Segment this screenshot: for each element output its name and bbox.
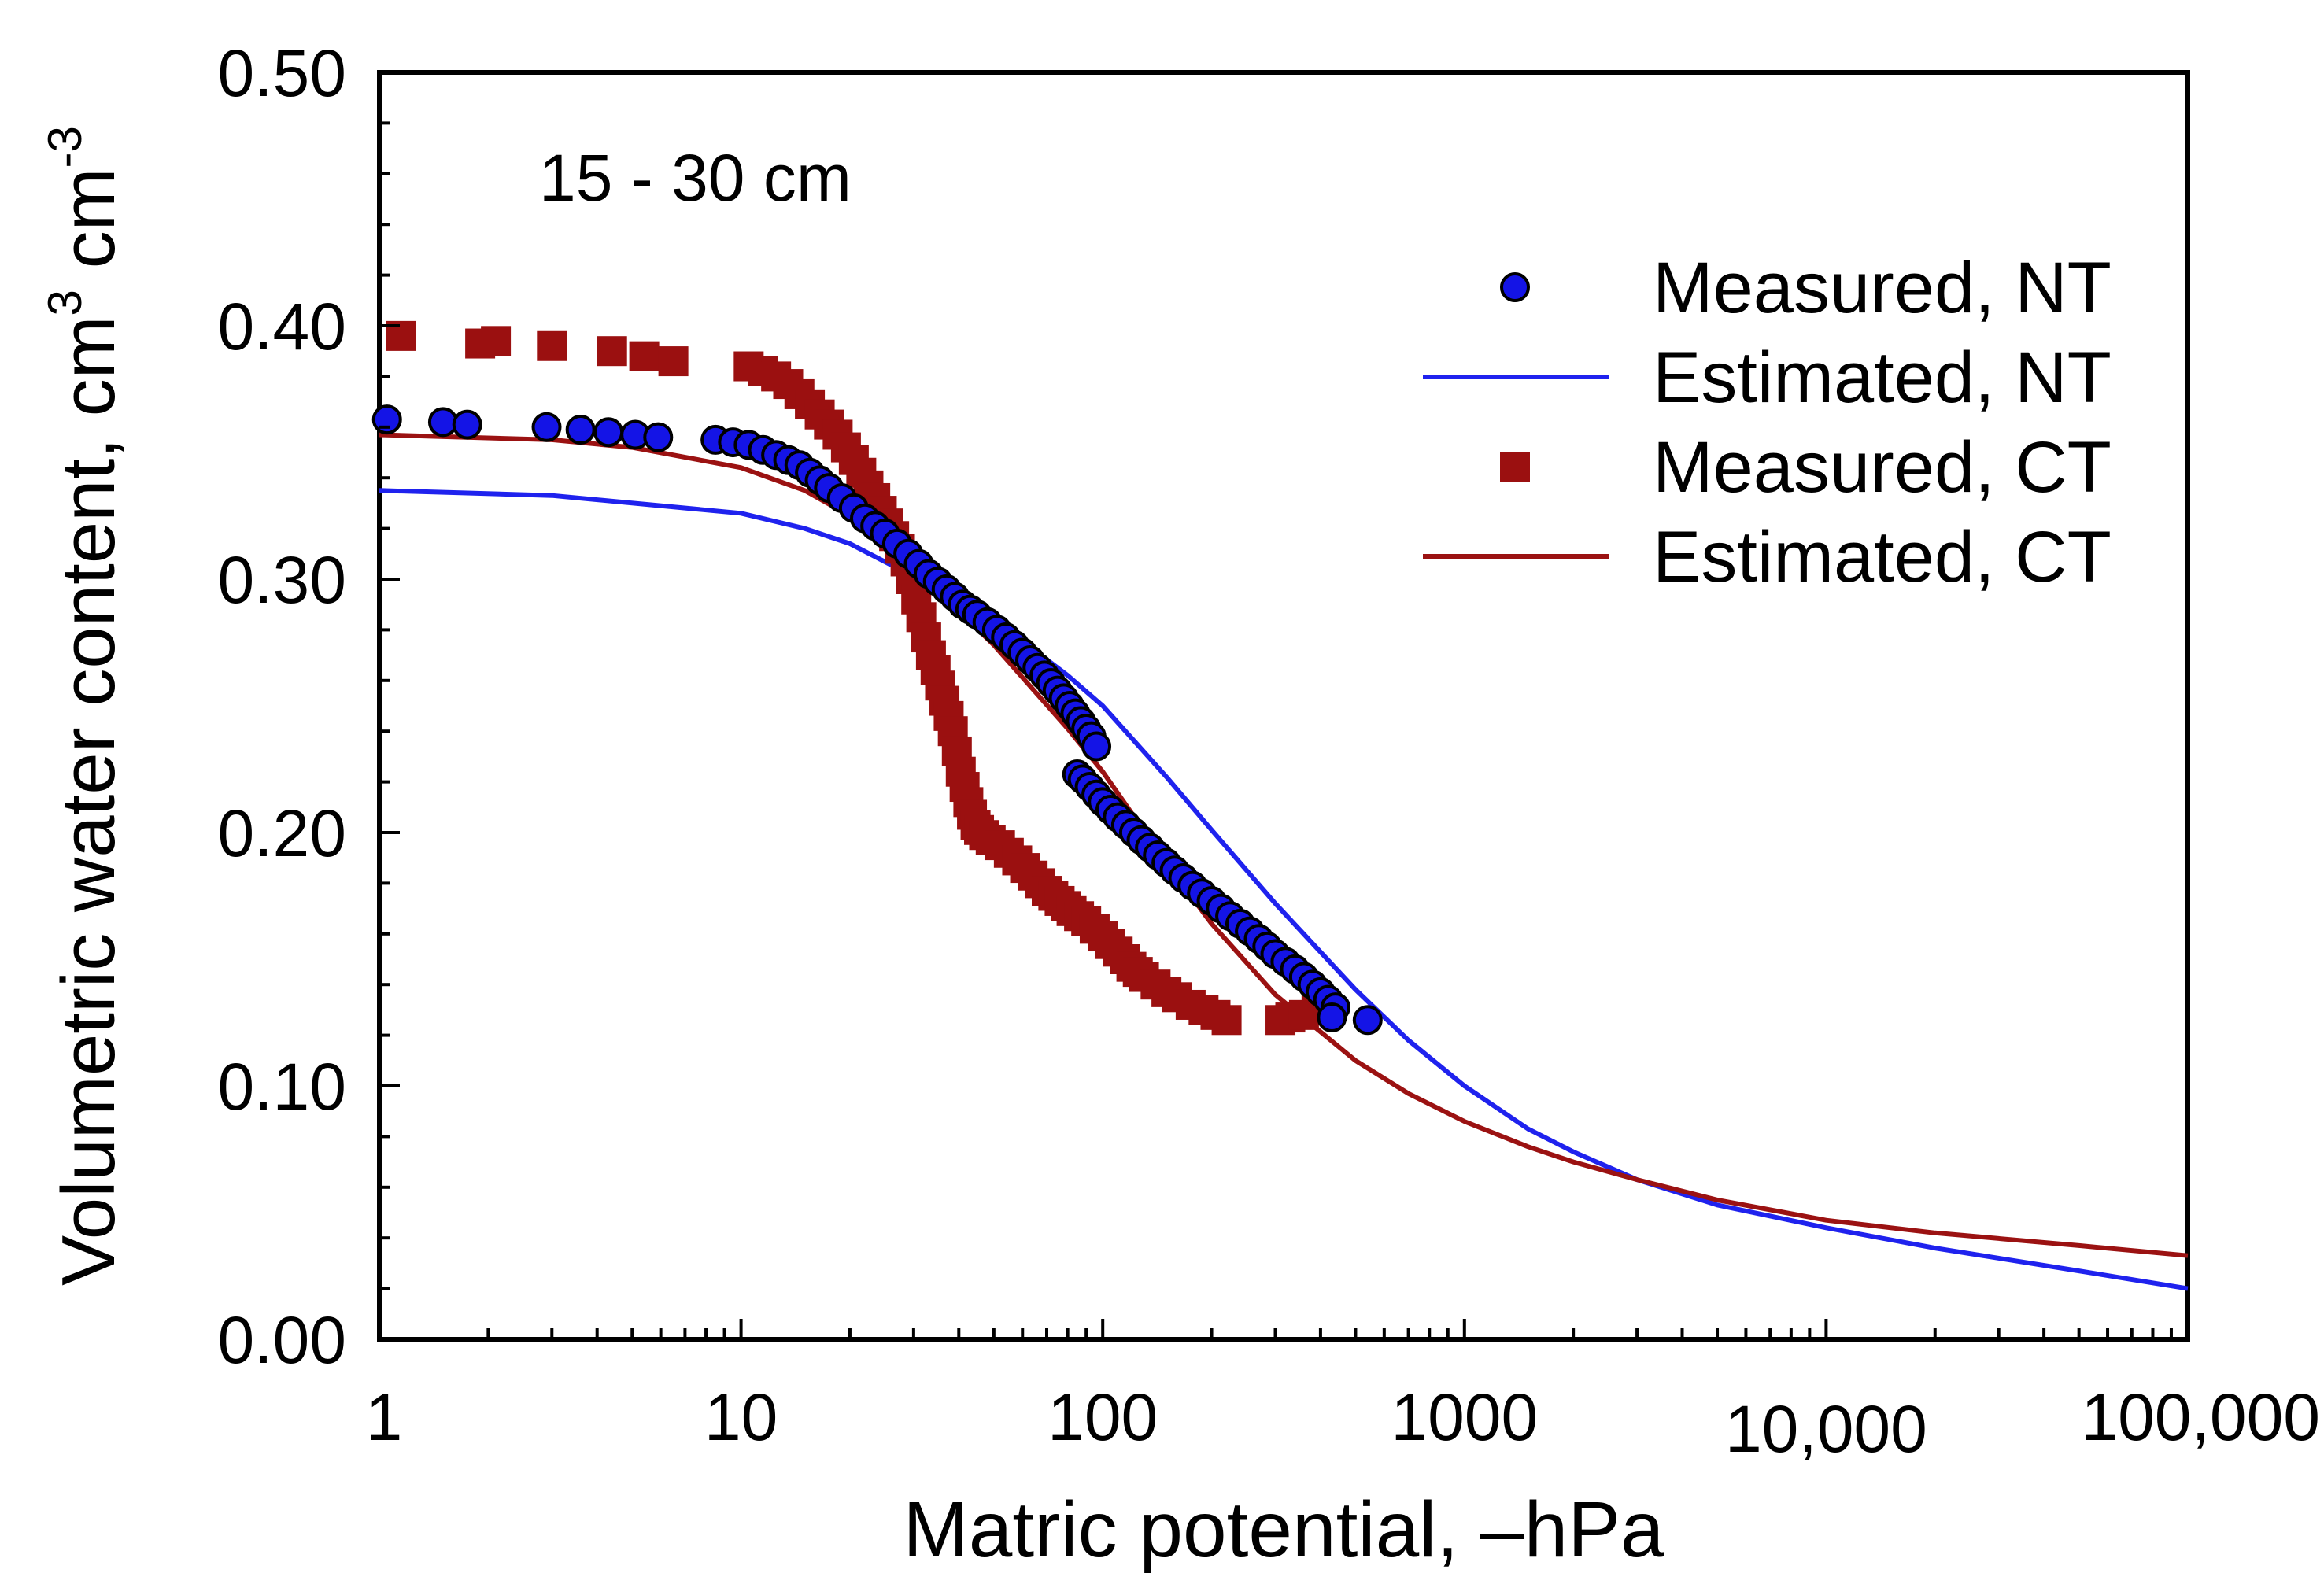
legend-label-estimated-nt: Estimated, NT bbox=[1653, 338, 2112, 418]
y-tick-label: 0.40 bbox=[218, 290, 347, 364]
point-measured-nt bbox=[593, 417, 624, 448]
point-measured-ct bbox=[1211, 1005, 1242, 1036]
point-measured-nt bbox=[452, 409, 482, 440]
legend-label-measured-nt: Measured, NT bbox=[1653, 248, 2112, 328]
y-axis-label: Volumetric water content, cm3 cm-3 bbox=[39, 126, 131, 1286]
x-tick-label: 100 bbox=[1047, 1380, 1158, 1454]
point-measured-ct bbox=[481, 326, 512, 356]
point-measured-nt bbox=[1317, 1002, 1347, 1033]
y-axis-label-main: Volumetric water content, cm bbox=[46, 316, 131, 1285]
point-measured-nt bbox=[1081, 731, 1112, 762]
panel-annotation: 15 - 30 cm bbox=[539, 141, 852, 215]
point-measured-nt bbox=[565, 415, 596, 445]
legend: Measured, NT Estimated, NT Measured, CT Est… bbox=[1423, 248, 2112, 597]
x-tick-label: 1 bbox=[366, 1380, 403, 1454]
point-measured-ct bbox=[537, 330, 567, 361]
point-measured-ct bbox=[629, 341, 660, 371]
point-measured-nt bbox=[427, 407, 458, 438]
point-measured-nt bbox=[1352, 1005, 1383, 1036]
point-measured-ct bbox=[658, 346, 689, 377]
tick-label-layer: 0.00 0.10 0.20 0.30 0.40 0.50 1 10 100 1000 10,000… bbox=[218, 36, 2321, 1466]
point-measured-nt bbox=[531, 412, 562, 442]
y-axis-label-mid: cm bbox=[46, 168, 131, 290]
y-tick-label: 0.20 bbox=[218, 796, 347, 870]
x-axis-label: Matric potential, –hPa bbox=[903, 1486, 1664, 1574]
curve-estimated-nt bbox=[379, 488, 2189, 1291]
legend-label-measured-ct: Measured, CT bbox=[1653, 427, 2112, 508]
y-tick-label: 0.30 bbox=[218, 543, 347, 617]
tick-layer bbox=[378, 71, 2173, 1341]
legend-label-estimated-ct: Estimated, CT bbox=[1653, 517, 2112, 597]
curve-estimated-ct bbox=[379, 432, 2189, 1258]
y-tick-label: 0.10 bbox=[218, 1050, 347, 1124]
point-measured-ct bbox=[597, 336, 627, 367]
point-measured-nt bbox=[371, 404, 402, 435]
x-tick-label: 10,000 bbox=[1725, 1392, 1927, 1466]
y-axis-label-sup1: 3 bbox=[39, 290, 91, 316]
y-tick-label: 0.50 bbox=[218, 36, 347, 110]
marker-layer bbox=[371, 320, 1383, 1036]
y-axis-label-sup2: -3 bbox=[39, 126, 91, 168]
legend-swatch-measured-nt bbox=[1500, 272, 1530, 302]
y-tick-label: 0.00 bbox=[218, 1303, 347, 1377]
legend-swatch-measured-ct bbox=[1500, 452, 1530, 482]
x-tick-label: 1000 bbox=[1391, 1380, 1538, 1454]
x-tick-label: 10 bbox=[704, 1380, 778, 1454]
curve-layer bbox=[379, 432, 2189, 1291]
x-tick-label: 100,000 bbox=[2081, 1380, 2320, 1454]
plot-frame bbox=[377, 70, 2190, 1342]
point-measured-nt bbox=[643, 422, 674, 452]
